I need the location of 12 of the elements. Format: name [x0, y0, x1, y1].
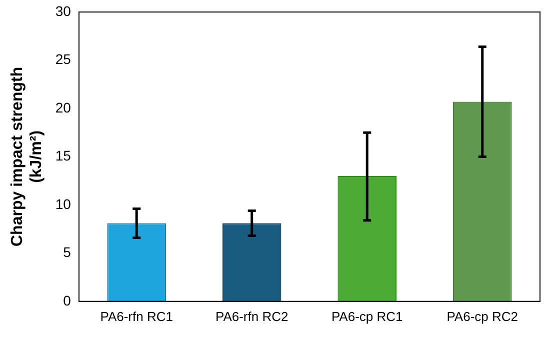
- y-axis-title: Charpy impact strength (kJ/m²): [9, 66, 46, 246]
- y-tick-label: 0: [63, 292, 72, 308]
- y-tick-label: 30: [55, 2, 72, 19]
- y-tick-label: 20: [55, 99, 72, 116]
- y-tick-label: 5: [63, 244, 72, 260]
- x-tick-label: PA6-rfn RC1: [100, 308, 173, 324]
- x-tick-label: PA6-cp RC2: [446, 308, 518, 324]
- y-tick-label: 15: [55, 148, 72, 164]
- y-tick-label: 10: [55, 196, 72, 212]
- y-tick-label: 25: [55, 51, 72, 68]
- x-tick-label: PA6-cp RC1: [331, 308, 403, 324]
- x-tick-label: PA6-rfn RC2: [215, 308, 288, 324]
